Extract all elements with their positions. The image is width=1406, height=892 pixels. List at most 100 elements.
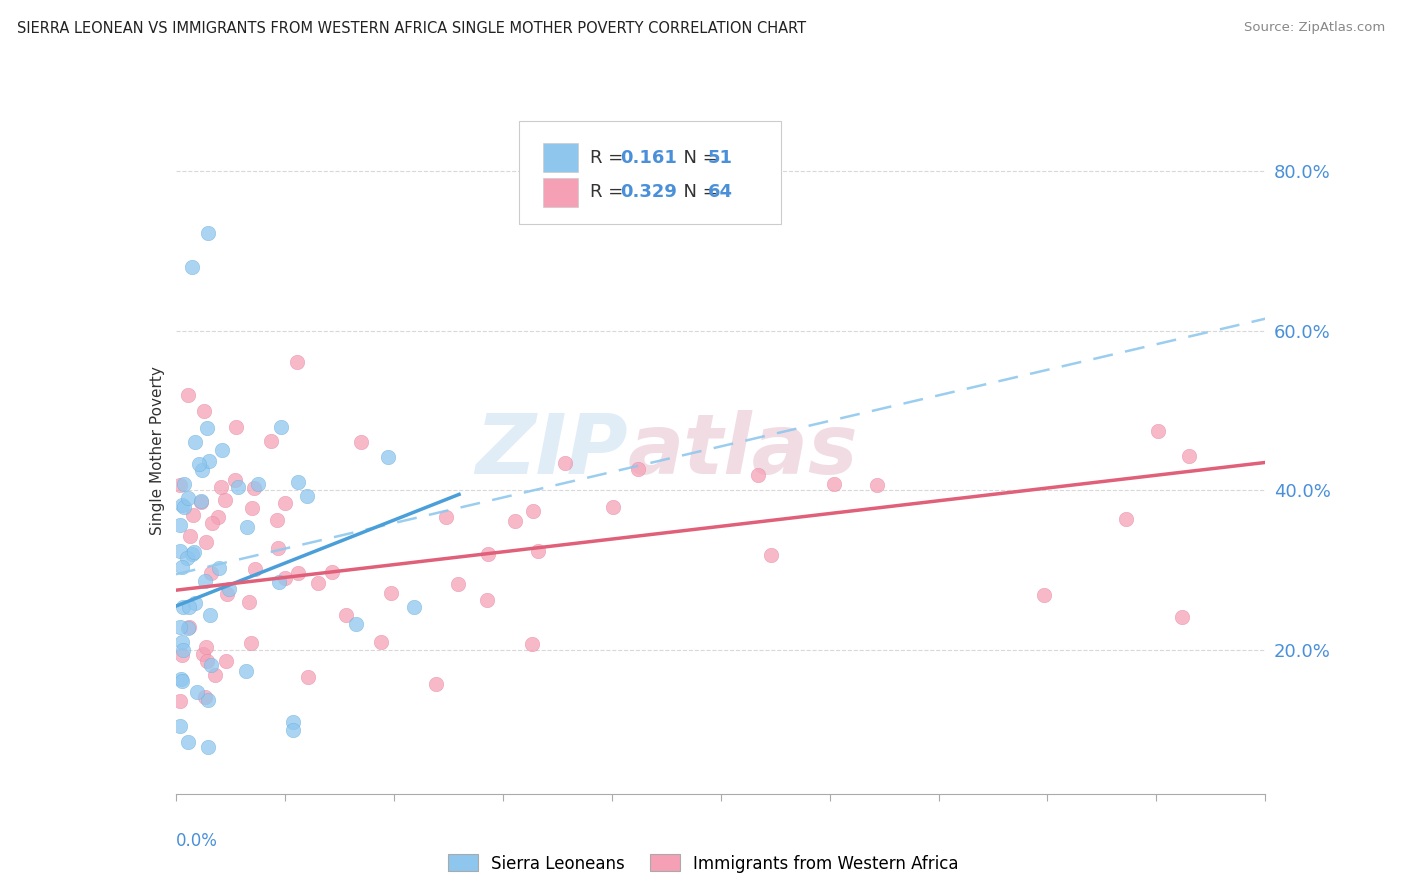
Point	[214, 493, 236, 508]
Point	[173, 500, 195, 514]
Point	[1033, 588, 1056, 602]
Point	[297, 489, 319, 503]
Point	[197, 226, 219, 240]
Point	[602, 500, 624, 515]
Point	[503, 514, 526, 528]
Text: Source: ZipAtlas.com: Source: ZipAtlas.com	[1244, 21, 1385, 34]
Point	[204, 667, 226, 681]
Point	[218, 582, 240, 596]
Point	[209, 480, 232, 494]
Point	[866, 478, 889, 492]
Point	[177, 387, 200, 401]
Point	[1146, 425, 1168, 439]
Point	[180, 547, 202, 561]
Point	[184, 434, 207, 449]
Point	[170, 672, 193, 686]
Point	[201, 516, 224, 530]
Point	[190, 462, 212, 476]
Point	[177, 619, 200, 633]
Y-axis label: Single Mother Poverty: Single Mother Poverty	[149, 366, 165, 535]
Point	[190, 494, 212, 508]
Point	[321, 565, 343, 579]
Text: 64: 64	[707, 183, 733, 202]
Point	[169, 543, 191, 558]
Point	[215, 654, 238, 668]
Point	[475, 592, 498, 607]
Point	[197, 453, 219, 467]
Point	[240, 500, 263, 515]
Text: R =: R =	[591, 183, 628, 202]
Point	[177, 621, 200, 635]
Point	[402, 600, 425, 615]
Point	[335, 607, 357, 622]
Point	[522, 504, 544, 518]
Point	[759, 548, 782, 562]
Point	[207, 509, 229, 524]
Point	[193, 403, 215, 417]
Point	[287, 566, 309, 581]
Point	[169, 477, 191, 491]
Point	[197, 693, 219, 707]
Point	[425, 677, 447, 691]
Point	[169, 620, 191, 634]
Point	[173, 477, 195, 491]
Point	[350, 435, 373, 450]
FancyBboxPatch shape	[543, 178, 578, 207]
Point	[176, 551, 198, 566]
Point	[184, 596, 207, 610]
Point	[195, 421, 218, 435]
Text: N =: N =	[672, 149, 723, 167]
Point	[274, 496, 297, 510]
Point	[181, 508, 204, 523]
Point	[172, 600, 194, 615]
Point	[344, 617, 367, 632]
Point	[283, 714, 305, 729]
Point	[198, 607, 221, 622]
Point	[183, 545, 205, 559]
Text: R =: R =	[591, 149, 628, 167]
Point	[274, 571, 297, 585]
Point	[747, 467, 769, 482]
Point	[224, 473, 246, 487]
Text: SIERRA LEONEAN VS IMMIGRANTS FROM WESTERN AFRICA SINGLE MOTHER POVERTY CORRELATI: SIERRA LEONEAN VS IMMIGRANTS FROM WESTER…	[17, 21, 806, 36]
Point	[447, 577, 470, 591]
Point	[195, 654, 218, 668]
Point	[1115, 512, 1137, 526]
Point	[215, 587, 238, 601]
Point	[194, 574, 217, 589]
Point	[179, 529, 201, 543]
Point	[211, 443, 233, 458]
Point	[259, 434, 281, 449]
Point	[194, 535, 217, 549]
Point	[169, 518, 191, 533]
Text: 0.0%: 0.0%	[176, 831, 218, 850]
Point	[242, 481, 264, 495]
Point	[177, 599, 200, 614]
Point	[225, 419, 247, 434]
Point	[197, 740, 219, 755]
Point	[238, 595, 260, 609]
Point	[285, 355, 308, 369]
Point	[370, 634, 392, 648]
Point	[172, 674, 194, 689]
Point	[267, 541, 290, 555]
Text: N =: N =	[672, 183, 723, 202]
Point	[1177, 449, 1199, 463]
Point	[245, 562, 267, 576]
Point	[434, 510, 457, 524]
FancyBboxPatch shape	[543, 144, 578, 172]
Point	[226, 480, 249, 494]
Point	[287, 475, 309, 489]
Point	[239, 636, 262, 650]
Point	[170, 634, 193, 648]
Point	[297, 670, 319, 684]
Point	[200, 657, 222, 672]
Point	[177, 734, 200, 748]
Point	[172, 560, 194, 574]
Point	[191, 647, 214, 661]
Legend: Sierra Leoneans, Immigrants from Western Africa: Sierra Leoneans, Immigrants from Western…	[441, 847, 965, 880]
Point	[283, 723, 305, 737]
FancyBboxPatch shape	[519, 120, 780, 224]
Point	[247, 477, 270, 491]
Point	[200, 566, 222, 580]
